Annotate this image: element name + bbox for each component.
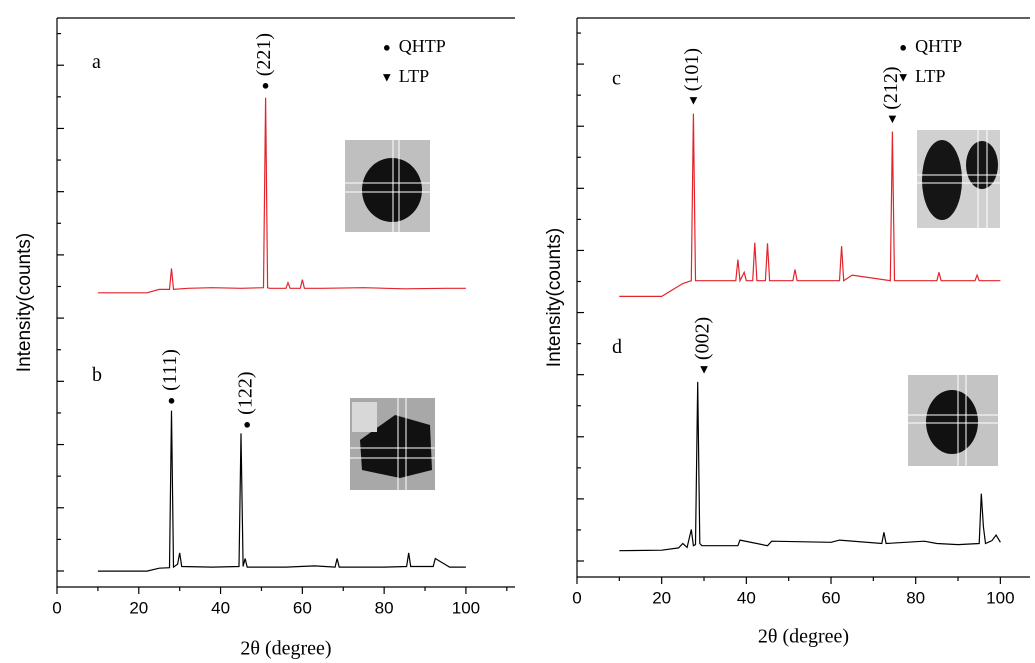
legend-symbol: ▼ (380, 69, 393, 84)
x-tick-label: 60 (822, 588, 841, 607)
x-axis-label: 2θ (degree) (240, 638, 331, 660)
trace (619, 113, 1001, 297)
trace (619, 381, 1001, 552)
inset-a (345, 140, 430, 232)
x-tick-label: 100 (452, 598, 480, 617)
x-tick-label: 20 (652, 588, 671, 607)
peak-marker: ● (168, 392, 176, 407)
legend-label: QHTP (399, 36, 446, 56)
panel-label: a (92, 51, 101, 73)
peak-label: (221) (253, 33, 275, 76)
x-tick-label: 40 (737, 588, 756, 607)
inset-b (350, 398, 435, 490)
peak-label: (002) (692, 317, 714, 360)
y-axis-label: Intensity(counts) (544, 228, 565, 367)
x-tick-label: 60 (293, 598, 312, 617)
panel-label: d (612, 336, 622, 358)
panel-label: c (612, 68, 621, 90)
legend-symbol: ▼ (897, 69, 910, 84)
legend-label: LTP (399, 66, 429, 86)
peak-label: (122) (235, 372, 257, 415)
x-tick-label: 0 (52, 598, 61, 617)
x-tick-label: 80 (375, 598, 394, 617)
x-tick-label: 80 (906, 588, 925, 607)
x-tick-label: 20 (129, 598, 148, 617)
y-axis-label: Intensity(counts) (14, 233, 35, 372)
peak-marker: ▼ (687, 93, 700, 108)
peak-marker: ● (243, 416, 251, 431)
peak-marker: ● (262, 78, 270, 93)
axis-frame (576, 17, 1030, 578)
panel-label: b (92, 364, 102, 386)
peak-label: (101) (681, 48, 703, 91)
inset-c (917, 130, 1000, 228)
trace (97, 97, 466, 294)
peak-label: (212) (880, 66, 902, 109)
legend-label: QHTP (915, 36, 962, 56)
inset-d (908, 375, 998, 466)
legend-label: LTP (915, 66, 945, 86)
x-tick-label: 0 (572, 588, 581, 607)
trace (97, 410, 466, 572)
peak-label: (111) (159, 349, 181, 391)
legend-symbol: ● (383, 39, 391, 54)
peak-marker: ▼ (886, 111, 899, 126)
x-tick-label: 100 (986, 588, 1014, 607)
x-tick-label: 40 (211, 598, 230, 617)
peak-marker: ▼ (698, 362, 711, 377)
legend-symbol: ● (899, 39, 907, 54)
axis-frame (56, 17, 515, 588)
x-axis-label: 2θ (degree) (758, 626, 849, 648)
